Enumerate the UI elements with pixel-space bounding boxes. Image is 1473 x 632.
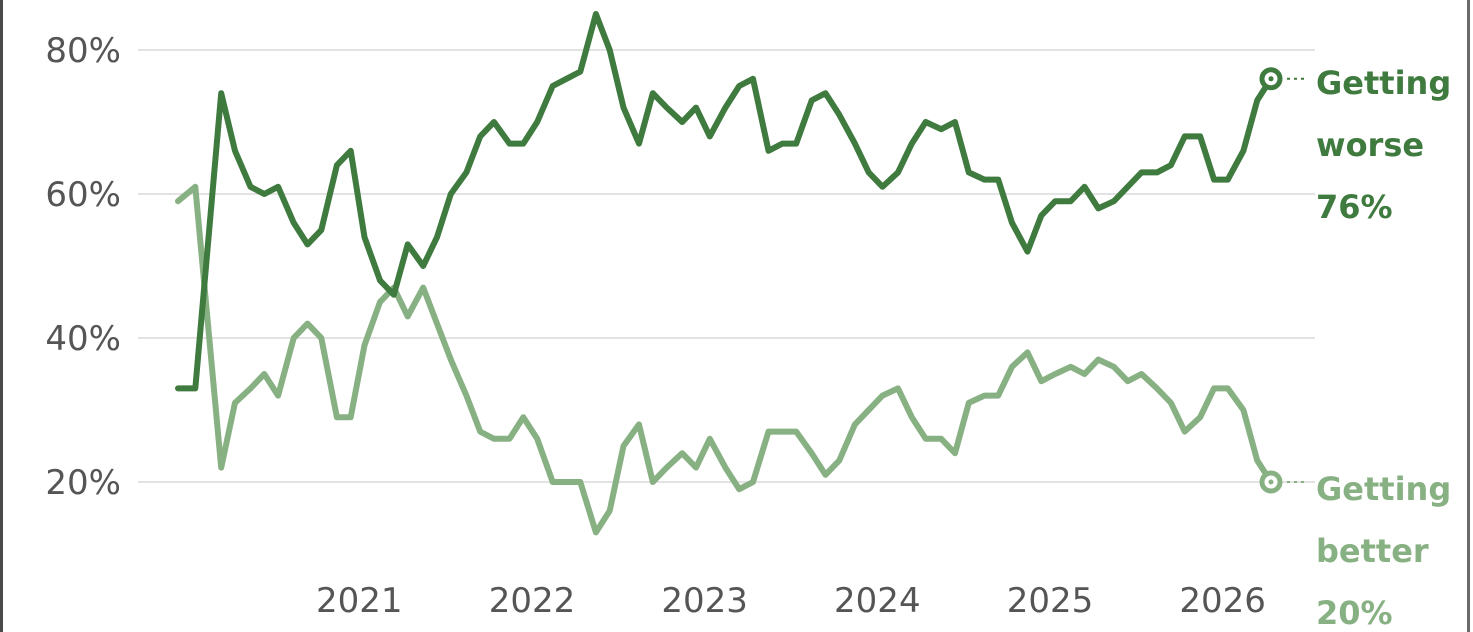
gridlines (138, 50, 1315, 482)
y-tick-label: 40% (45, 319, 121, 359)
x-tick-label: 2026 (1179, 581, 1266, 621)
x-tick-label: 2023 (661, 581, 748, 621)
x-tick-label: 2022 (489, 581, 576, 621)
x-axis-ticks: 2021 2022 2023 2024 2025 2026 (316, 581, 1266, 621)
series-name-label: Getting (1316, 64, 1451, 102)
x-tick-label: 2025 (1007, 581, 1094, 621)
x-tick-label: 2021 (316, 581, 403, 621)
series-line-getting-better (178, 187, 1271, 533)
series-name-label: better (1316, 532, 1429, 570)
series-end-value: 20% (1316, 594, 1393, 632)
series-end-labels: Getting worse 76% Getting better 20% (1262, 64, 1451, 632)
y-axis-ticks: 20% 40% 60% 80% (45, 31, 121, 503)
line-chart: 20% 40% 60% 80% 2021 2022 2023 2024 2025 2026 Ge… (3, 0, 1470, 632)
end-marker-dot (1269, 480, 1274, 485)
y-tick-label: 60% (45, 175, 121, 215)
series-name-label: worse (1316, 126, 1424, 164)
series-lines (178, 14, 1271, 532)
series-line-getting-worse (178, 14, 1271, 388)
x-tick-label: 2024 (834, 581, 921, 621)
y-tick-label: 20% (45, 463, 121, 503)
end-marker-dot (1269, 76, 1274, 81)
series-name-label: Getting (1316, 470, 1451, 508)
series-end-value: 76% (1316, 188, 1393, 226)
y-tick-label: 80% (45, 31, 121, 71)
